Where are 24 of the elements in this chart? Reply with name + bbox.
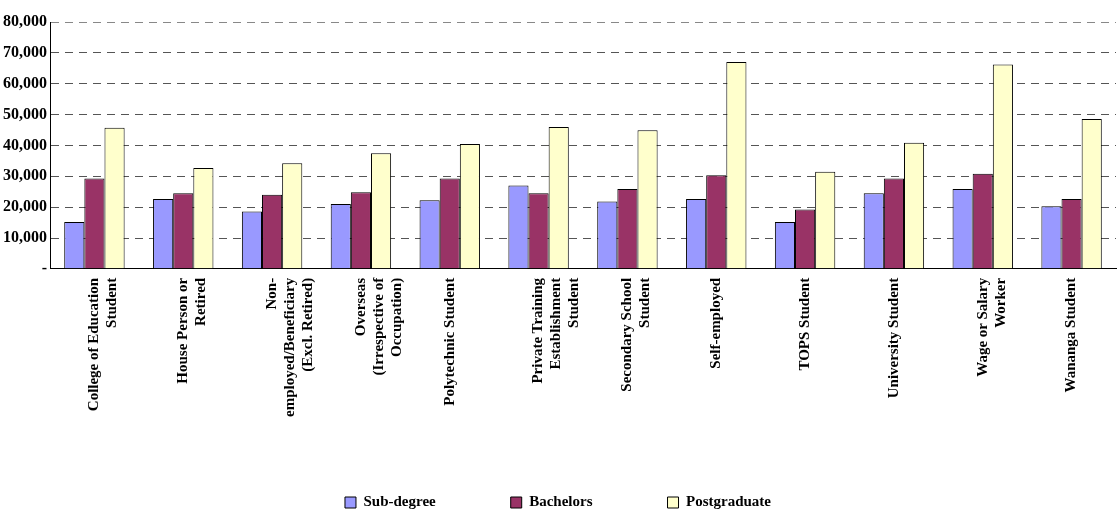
x-tick-label: Wage or Salary Worker — [973, 277, 1008, 377]
y-tick-label: 10,000 — [3, 228, 47, 246]
legend-label: Bachelors — [529, 493, 593, 510]
x-tick-label: Polytechnic Student — [440, 277, 457, 406]
x-tick-label: Overseas (Irrespective of Occupation) — [351, 276, 405, 376]
y-tick-label: 40,000 — [3, 135, 47, 153]
x-tick-label: House Person or Retired — [174, 277, 209, 384]
y-tick-label: 20,000 — [3, 197, 47, 215]
x-tick-label: Non- employed/Beneficiary (Excl. Retired) — [262, 277, 316, 417]
x-tick-label: University Student — [884, 277, 901, 399]
legend-label: Postgraduate — [686, 493, 772, 510]
y-tick-label: 30,000 — [3, 166, 47, 184]
y-tick-label: 50,000 — [3, 104, 47, 122]
x-tick-label: Wananga Student — [1062, 277, 1079, 393]
x-tick-label: College of Education Student — [85, 277, 120, 412]
y-tick-label: 80,000 — [3, 12, 47, 30]
y-tick-label: 60,000 — [3, 73, 47, 91]
x-tick-label: TOPS Student — [795, 277, 812, 371]
y-tick-label: 70,000 — [3, 43, 47, 60]
legend-label: Sub-degree — [363, 493, 437, 510]
x-tick-label: Secondary School Student — [618, 277, 653, 392]
y-tick-label: - — [41, 259, 47, 276]
x-tick-label: Self-employed — [707, 277, 724, 369]
x-tick-label: Private Training Establishment Student — [529, 277, 582, 384]
